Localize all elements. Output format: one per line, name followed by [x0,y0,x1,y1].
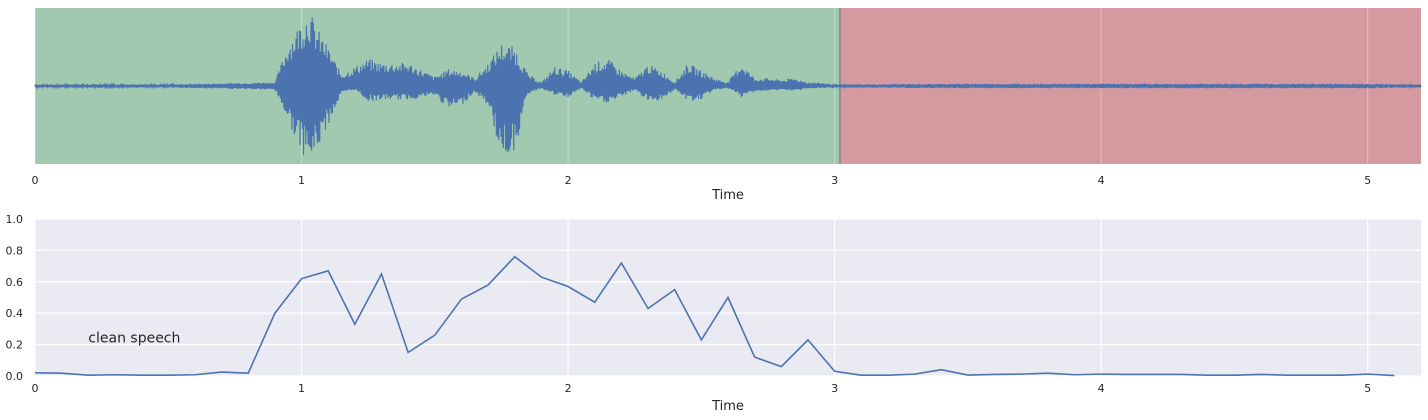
waveform-x-ticks: 0 1 2 3 4 5 [32,174,1372,187]
probability-x-ticks: 0 1 2 3 4 5 [32,382,1372,395]
waveform-x-tick-label: 1 [298,174,305,187]
probability-y-tick-label: 0.4 [6,307,24,320]
waveform-x-tick-label: 3 [831,174,838,187]
probability-x-axis-label: Time [711,399,744,414]
waveform-axes: 0 1 2 3 4 5 Time [32,8,1422,203]
probability-x-tick-label: 4 [1098,382,1105,395]
probability-y-tick-label: 0.8 [6,244,24,257]
waveform-x-tick-label: 4 [1098,174,1105,187]
probability-x-tick-label: 1 [298,382,305,395]
clean-speech-annotation: clean speech [88,330,180,346]
probability-y-tick-label: 0.0 [6,370,24,383]
probability-y-ticks: 0.0 0.2 0.4 0.6 0.8 1.0 [6,213,24,383]
probability-x-tick-label: 0 [32,382,39,395]
waveform-x-axis-label: Time [711,188,744,203]
probability-y-tick-label: 0.2 [6,339,24,352]
probability-x-tick-label: 5 [1364,382,1371,395]
probability-y-tick-label: 0.6 [6,276,24,289]
waveform-x-tick-label: 0 [32,174,39,187]
probability-x-tick-label: 2 [565,382,572,395]
probability-series-line [34,255,1395,377]
waveform-x-tick-label: 5 [1364,174,1371,187]
probability-axes: 0 1 2 3 4 5 0.0 0.2 0.4 0.6 0.8 1.0 Time clean spe… [6,213,1421,414]
probability-x-tick-label: 3 [831,382,838,395]
waveform-trace [34,17,1422,156]
probability-gridlines [34,218,1421,377]
probability-y-tick-label: 1.0 [6,213,24,226]
waveform-x-tick-label: 2 [565,174,572,187]
